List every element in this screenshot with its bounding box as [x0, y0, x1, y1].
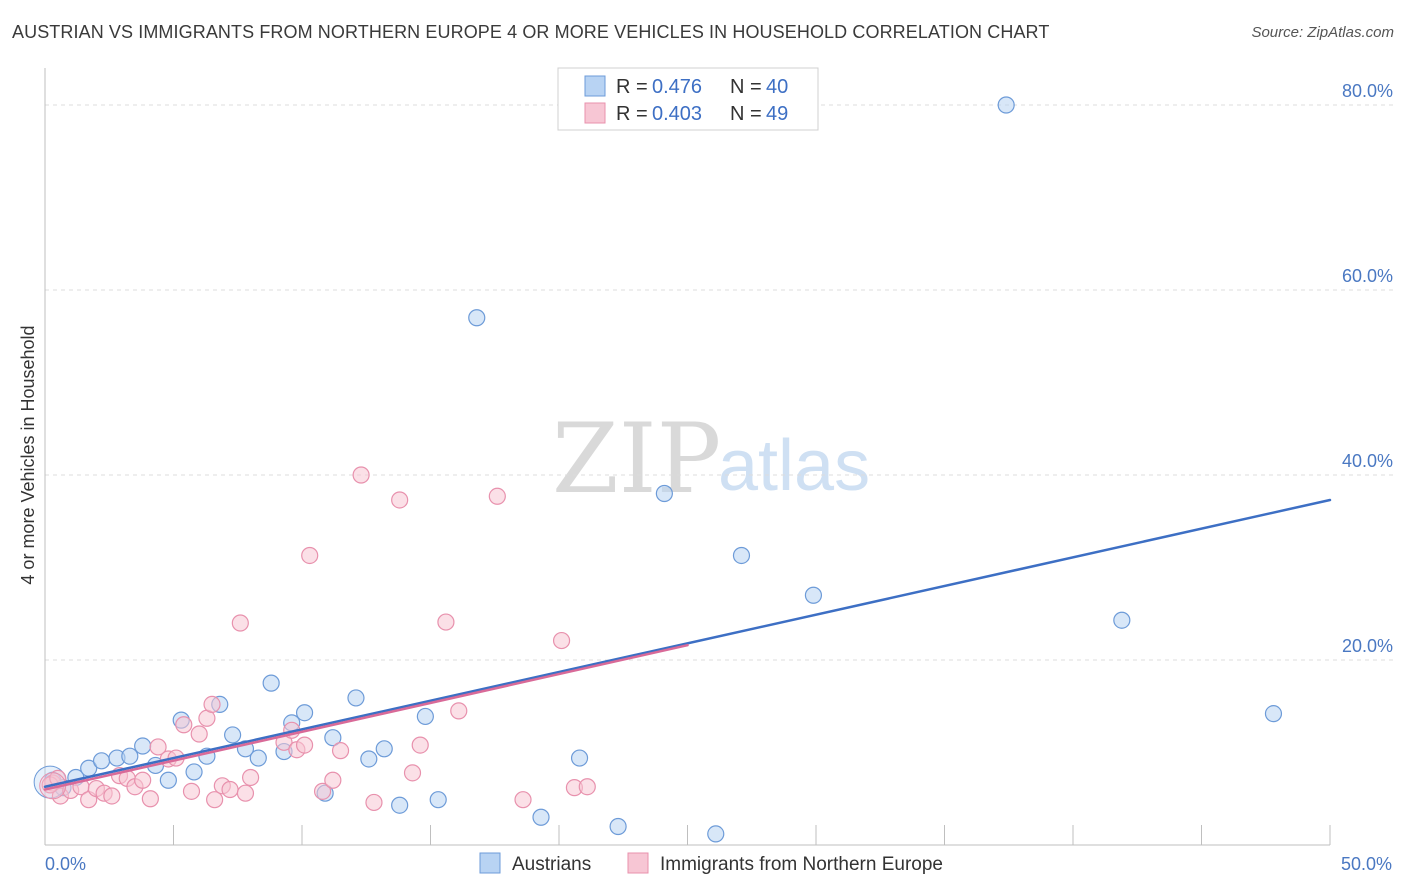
correlation-legend: R = 0.476 N = 40 R = 0.403 N = 49 [557, 67, 819, 131]
point-immigrants-36 [365, 793, 383, 812]
point-austrians-6 [121, 747, 139, 765]
point-austrians-23 [347, 689, 365, 707]
trend-line-austrians [43, 498, 1332, 788]
point-austrians-34 [707, 825, 725, 843]
point-immigrants-35 [352, 466, 370, 484]
point-austrians-30 [532, 808, 550, 826]
point-austrians-9 [159, 771, 177, 789]
point-austrians-24 [360, 750, 378, 768]
legend-n-value-immigrants: 49 [766, 103, 788, 125]
point-immigrants-31 [301, 546, 319, 565]
point-austrians-25 [375, 740, 393, 758]
point-austrians-39 [1264, 705, 1283, 723]
point-immigrants-37 [391, 491, 409, 509]
source-label: Source: ZipAtlas.com [1251, 24, 1394, 41]
legend-n-value-austrians: 40 [766, 76, 788, 98]
point-immigrants-41 [450, 702, 468, 720]
legend-r-label-immigrants: R = [616, 103, 648, 125]
point-austrians-26 [391, 796, 409, 814]
point-immigrants-26 [242, 768, 260, 787]
point-immigrants-33 [324, 771, 342, 789]
axes [44, 68, 1331, 846]
point-austrians-27 [416, 707, 434, 726]
point-austrians-14 [224, 726, 242, 744]
series-legend-label-immigrants: Immigrants from Northern Europe [660, 854, 943, 875]
point-austrians-28 [429, 791, 447, 809]
y-tick-label-2: 60.0% [1342, 266, 1393, 286]
grid-lines [45, 104, 1395, 661]
x-tick-label-1: 50.0% [1341, 854, 1392, 874]
point-immigrants-40 [437, 613, 455, 631]
point-immigrants-21 [206, 791, 224, 809]
point-austrians-7 [134, 737, 152, 755]
series-austrians [33, 96, 1283, 843]
point-austrians-22 [324, 729, 342, 747]
legend-swatch-immigrants [584, 102, 606, 124]
legend-r-label-austrians: R = [616, 76, 648, 98]
legend-n-label-austrians: N = [730, 76, 762, 98]
point-immigrants-38 [403, 764, 422, 782]
point-immigrants-39 [411, 736, 429, 754]
y-axis-title: 4 or more Vehicles in Household [18, 325, 38, 584]
point-immigrants-20 [203, 695, 221, 714]
point-immigrants-42 [488, 487, 506, 505]
series-legend-label-austrians: Austrians [512, 854, 591, 875]
y-tick-label-1: 40.0% [1342, 451, 1393, 471]
series-legend: Austrians Immigrants from Northern Europ… [479, 852, 943, 875]
legend-r-value-austrians: 0.476 [652, 76, 702, 98]
series-legend-swatch-immigrants [627, 852, 649, 874]
point-immigrants-13 [149, 738, 167, 756]
watermark-zip: ZIP [552, 403, 721, 515]
point-immigrants-24 [231, 614, 249, 632]
point-austrians-38 [1113, 611, 1131, 629]
point-immigrants-18 [190, 725, 208, 743]
point-austrians-17 [262, 674, 280, 692]
point-austrians-4 [92, 752, 111, 770]
point-immigrants-17 [182, 782, 201, 800]
point-immigrants-44 [552, 631, 571, 650]
legend-n-label-immigrants: N = [730, 103, 762, 125]
tick-labels: 20.0% 40.0% 60.0% 80.0% 0.0% 50.0% [45, 81, 1393, 874]
legend-swatch-austrians [584, 75, 606, 97]
point-austrians-11 [185, 763, 203, 781]
point-austrians-37 [997, 96, 1015, 114]
point-immigrants-43 [514, 791, 532, 809]
point-austrians-35 [732, 546, 751, 565]
point-austrians-32 [609, 817, 627, 836]
trend-lines [43, 498, 1332, 791]
watermark: ZIP atlas [552, 403, 870, 515]
point-immigrants-12 [141, 790, 159, 808]
series-immigrants [39, 466, 596, 812]
point-immigrants-46 [578, 778, 596, 796]
point-immigrants-23 [221, 780, 239, 799]
point-austrians-16 [249, 749, 267, 767]
point-immigrants-25 [236, 784, 255, 802]
point-immigrants-16 [175, 716, 193, 734]
trend-line-immigrants [43, 643, 689, 791]
point-immigrants-7 [103, 787, 121, 805]
watermark-atlas: atlas [718, 426, 870, 506]
point-immigrants-30 [295, 736, 314, 754]
point-austrians-29 [468, 309, 486, 327]
point-austrians-33 [655, 484, 673, 503]
point-austrians-20 [295, 704, 314, 722]
point-immigrants-11 [134, 771, 152, 789]
legend-r-value-immigrants: 0.403 [652, 103, 702, 125]
point-immigrants-34 [331, 742, 350, 760]
point-immigrants-32 [313, 782, 332, 800]
point-austrians-36 [804, 586, 823, 604]
x-tick-label-0: 0.0% [45, 854, 86, 874]
point-austrians-31 [570, 749, 589, 767]
y-tick-label-3: 80.0% [1342, 81, 1393, 101]
y-tick-label-0: 20.0% [1342, 636, 1393, 656]
chart-title: AUSTRIAN VS IMMIGRANTS FROM NORTHERN EUR… [12, 22, 1050, 42]
series-legend-swatch-austrians [479, 852, 501, 874]
